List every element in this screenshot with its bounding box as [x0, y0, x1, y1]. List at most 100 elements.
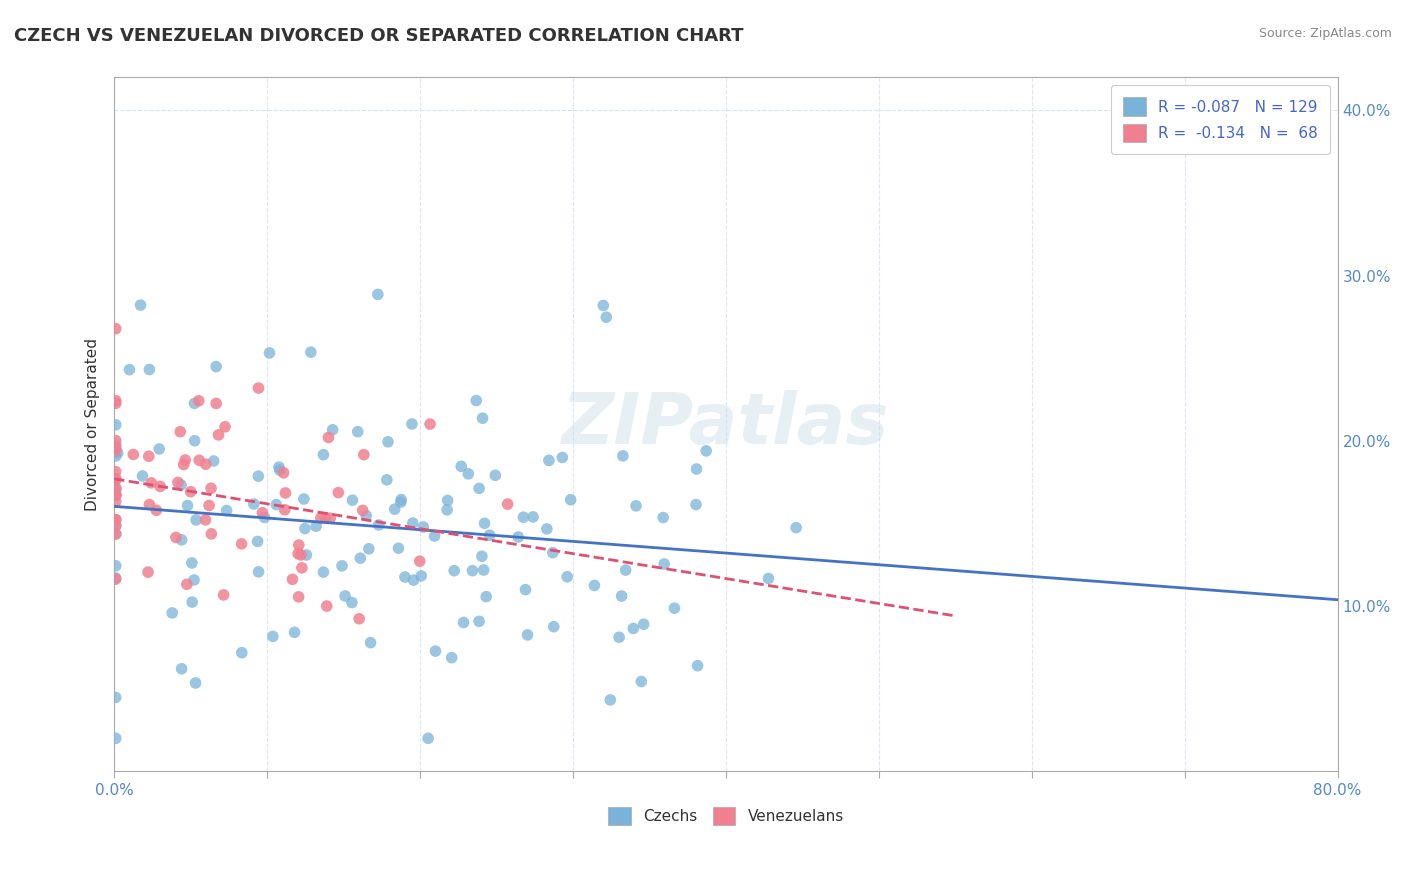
Point — [419, 417, 441, 431]
Point — [122, 448, 145, 462]
Point — [131, 469, 153, 483]
Point — [346, 425, 368, 439]
Point — [319, 511, 342, 525]
Point — [394, 570, 416, 584]
Point — [180, 556, 202, 570]
Point — [167, 475, 190, 490]
Point — [312, 448, 335, 462]
Point — [104, 519, 127, 533]
Point — [695, 443, 717, 458]
Point — [266, 498, 288, 512]
Point — [685, 462, 707, 476]
Point — [231, 537, 253, 551]
Point — [205, 359, 228, 374]
Point — [104, 483, 127, 498]
Point — [471, 411, 494, 425]
Point — [138, 450, 160, 464]
Point — [104, 488, 127, 502]
Point — [104, 572, 127, 586]
Point — [471, 549, 494, 564]
Point — [174, 453, 197, 467]
Point — [104, 571, 127, 585]
Point — [283, 625, 305, 640]
Point — [104, 434, 127, 448]
Point — [614, 563, 637, 577]
Point — [536, 522, 558, 536]
Point — [309, 511, 332, 525]
Point — [312, 565, 335, 579]
Point — [259, 346, 281, 360]
Point — [246, 534, 269, 549]
Point — [104, 690, 127, 705]
Point — [104, 438, 127, 452]
Point — [354, 508, 377, 523]
Point — [612, 449, 634, 463]
Point — [138, 362, 160, 376]
Point — [409, 554, 432, 568]
Point — [453, 615, 475, 630]
Point — [104, 513, 127, 527]
Point — [384, 502, 406, 516]
Point — [475, 590, 498, 604]
Point — [560, 492, 582, 507]
Point — [231, 646, 253, 660]
Point — [184, 513, 207, 527]
Point — [333, 589, 356, 603]
Legend: Czechs, Venezuelans: Czechs, Venezuelans — [600, 799, 852, 833]
Point — [436, 493, 458, 508]
Point — [187, 393, 209, 408]
Point — [436, 503, 458, 517]
Point — [515, 582, 537, 597]
Point — [200, 481, 222, 495]
Point — [328, 485, 350, 500]
Point — [184, 676, 207, 690]
Point — [522, 509, 544, 524]
Point — [474, 516, 496, 531]
Point — [247, 565, 270, 579]
Point — [347, 612, 370, 626]
Point — [299, 345, 322, 359]
Point — [200, 526, 222, 541]
Point — [516, 628, 538, 642]
Point — [173, 458, 195, 472]
Point — [205, 396, 228, 410]
Point — [664, 601, 686, 615]
Point — [170, 478, 193, 492]
Point — [318, 430, 340, 444]
Point — [183, 396, 205, 410]
Point — [367, 287, 389, 301]
Point — [440, 650, 463, 665]
Point — [170, 662, 193, 676]
Point — [541, 546, 564, 560]
Point — [512, 510, 534, 524]
Point — [305, 519, 328, 533]
Point — [253, 510, 276, 524]
Point — [461, 564, 484, 578]
Point — [104, 513, 127, 527]
Point — [472, 563, 495, 577]
Point — [322, 423, 344, 437]
Point — [555, 570, 578, 584]
Point — [375, 473, 398, 487]
Point — [402, 573, 425, 587]
Point — [595, 310, 617, 325]
Point — [423, 529, 446, 543]
Point — [214, 419, 236, 434]
Point — [148, 442, 170, 456]
Point — [104, 488, 127, 502]
Point — [104, 731, 127, 746]
Point — [104, 465, 127, 479]
Point — [418, 731, 440, 746]
Point — [243, 497, 266, 511]
Point — [551, 450, 574, 465]
Point — [104, 449, 127, 463]
Point — [633, 617, 655, 632]
Point — [267, 460, 290, 475]
Point — [468, 481, 491, 495]
Point — [537, 453, 560, 467]
Point — [107, 446, 129, 460]
Point — [686, 658, 709, 673]
Point — [291, 561, 314, 575]
Point — [599, 693, 621, 707]
Point — [389, 492, 412, 507]
